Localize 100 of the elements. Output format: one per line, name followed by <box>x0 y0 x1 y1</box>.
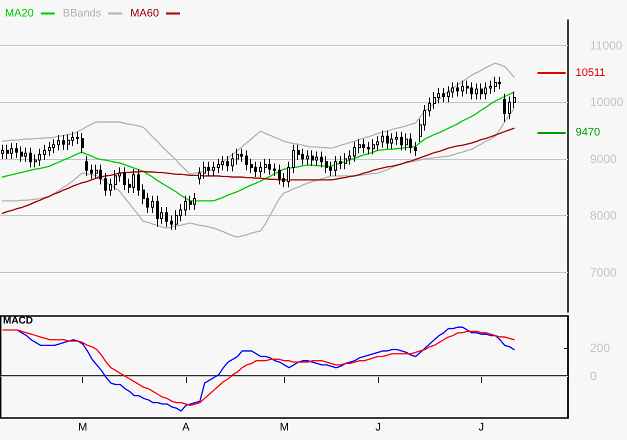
candlestick <box>456 82 459 98</box>
candlestick <box>292 144 295 174</box>
candlestick <box>414 141 417 157</box>
candlestick <box>212 161 215 176</box>
candlestick <box>470 82 473 100</box>
candlestick <box>405 132 408 151</box>
candlestick <box>123 166 126 191</box>
candlestick <box>264 158 267 174</box>
candlestick <box>10 142 13 160</box>
candlestick <box>362 138 365 154</box>
legend-label: MA60 <box>130 8 159 20</box>
candlestick <box>301 148 304 166</box>
candlestick <box>156 195 159 228</box>
candlestick <box>15 142 18 158</box>
candlestick <box>62 134 65 150</box>
candlestick <box>240 148 243 162</box>
candlestick <box>489 80 492 94</box>
candlestick <box>461 80 464 98</box>
candlestick <box>400 131 403 151</box>
candlestick <box>193 192 196 210</box>
candlestick <box>409 132 412 154</box>
candlestick <box>484 82 487 100</box>
candlestick <box>24 147 27 162</box>
candlestick <box>320 151 323 168</box>
candlestick <box>203 161 206 180</box>
candlestick <box>315 151 318 166</box>
candlestick <box>6 144 9 160</box>
candlestick <box>494 76 497 93</box>
candlestick <box>278 164 281 185</box>
ref-line-label: 9470 <box>576 126 600 138</box>
x-tick-label: J <box>375 422 381 434</box>
candlestick <box>513 92 516 108</box>
candlestick <box>259 161 262 178</box>
candlestick <box>428 97 431 117</box>
candlestick <box>198 166 201 185</box>
candlestick <box>217 158 220 174</box>
candlestick <box>57 134 60 151</box>
candlestick <box>475 83 478 100</box>
line-series <box>2 62 515 175</box>
candlestick <box>221 156 224 171</box>
candlestick <box>236 148 239 166</box>
candlestick <box>325 156 328 174</box>
candlestick <box>311 150 314 166</box>
candlestick <box>268 158 271 176</box>
candlestick <box>67 134 70 150</box>
chart-title: MACD <box>3 316 33 326</box>
x-tick-label: J <box>478 422 484 434</box>
candlestick <box>254 161 257 178</box>
candlestick <box>85 156 88 176</box>
candlestick <box>52 138 55 154</box>
candlestick <box>386 130 389 150</box>
candlestick <box>38 148 41 166</box>
candlestick <box>48 141 51 157</box>
candlestick <box>390 132 393 150</box>
candlestick <box>151 195 154 214</box>
candlestick <box>353 141 356 162</box>
candlestick <box>395 131 398 146</box>
candlestick <box>170 215 173 230</box>
line-series <box>2 128 515 214</box>
candlestick <box>508 96 511 120</box>
candlestick <box>339 156 342 170</box>
candlestick <box>189 195 192 210</box>
candlestick <box>250 158 253 174</box>
candlestick <box>114 170 117 191</box>
candlestick <box>344 152 347 170</box>
candlestick <box>81 132 84 154</box>
candlestick <box>447 86 450 103</box>
candlestick <box>43 144 46 161</box>
candlestick <box>376 136 379 151</box>
candlestick <box>231 152 234 172</box>
x-tick-label: A <box>182 422 190 434</box>
candlestick <box>442 88 445 103</box>
candlestick <box>99 164 102 185</box>
candlestick <box>273 162 276 176</box>
candlestick <box>109 178 112 196</box>
candlestick <box>165 206 168 228</box>
candlestick <box>90 164 93 180</box>
candlestick <box>381 130 384 148</box>
candlestick <box>184 195 187 216</box>
line-series <box>2 91 515 202</box>
candlestick <box>71 131 74 146</box>
candlestick <box>451 82 454 98</box>
candlestick <box>29 147 32 168</box>
legend-label: BBands <box>62 8 102 20</box>
candlestick <box>297 144 300 161</box>
candlestick <box>433 92 436 110</box>
candlestick <box>480 83 483 100</box>
candlestick <box>334 156 337 176</box>
candlestick <box>20 146 23 162</box>
candlestick <box>367 141 370 155</box>
candlestick <box>503 93 506 123</box>
candlestick <box>287 161 290 188</box>
candlestick <box>348 150 351 166</box>
candlestick <box>132 168 135 194</box>
candlestick <box>306 150 309 166</box>
x-tick-label: M <box>280 422 289 434</box>
candlestick <box>76 131 79 145</box>
candlestick <box>137 168 140 196</box>
candlestick <box>498 76 501 90</box>
candlestick <box>245 150 248 171</box>
